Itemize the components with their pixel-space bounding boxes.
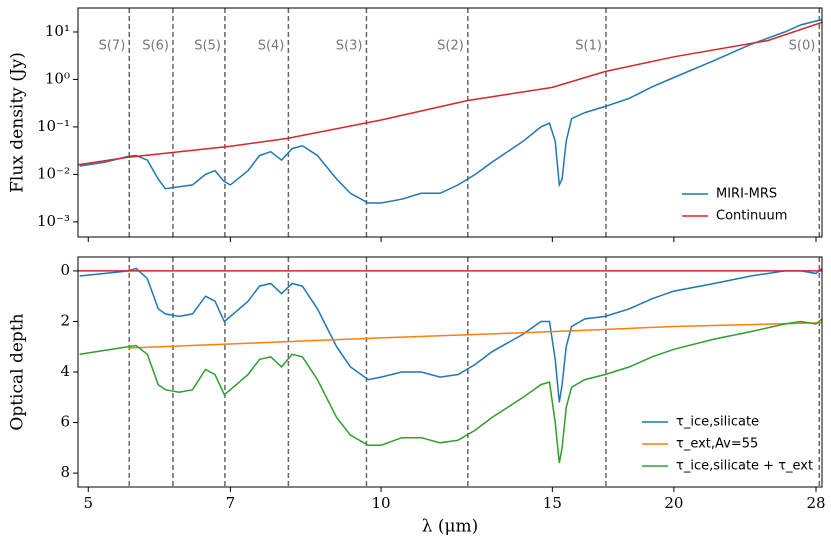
series-line bbox=[79, 19, 822, 204]
series-line bbox=[128, 321, 822, 349]
y-axis-label: Flux density (Jy) bbox=[8, 52, 28, 193]
transition-label: S(4) bbox=[258, 39, 285, 54]
y-tick-label: 4 bbox=[60, 362, 70, 380]
plot-area bbox=[78, 19, 822, 204]
plot-area bbox=[78, 267, 822, 464]
legend-label: MIRI-MRS bbox=[716, 187, 777, 202]
y-tick-label: 10⁻³ bbox=[37, 212, 70, 230]
transition-label: S(0) bbox=[789, 39, 816, 54]
y-tick-label: 10¹ bbox=[45, 22, 70, 40]
series-line bbox=[79, 267, 822, 403]
transition-label: S(3) bbox=[336, 39, 363, 54]
y-tick-label: 6 bbox=[60, 413, 70, 431]
x-tick-label: 28 bbox=[806, 494, 825, 512]
legend-label: Continuum bbox=[716, 209, 787, 224]
y-tick-label: 8 bbox=[60, 463, 70, 481]
transition-label: S(7) bbox=[99, 39, 126, 54]
legend-label: τ_ice,silicate bbox=[676, 415, 759, 430]
y-tick-label: 0 bbox=[60, 261, 70, 279]
transition-label: S(1) bbox=[575, 39, 602, 54]
x-axis-label: λ (μm) bbox=[422, 517, 479, 537]
transition-label: S(2) bbox=[437, 39, 464, 54]
y-tick-label: 10⁻² bbox=[37, 164, 70, 182]
y-axis-label: Optical depth bbox=[8, 313, 28, 430]
x-tick-label: 20 bbox=[664, 494, 683, 512]
axes-frame bbox=[77, 7, 823, 238]
series-line bbox=[79, 318, 822, 464]
x-tick-label: 15 bbox=[543, 494, 562, 512]
axes-frame bbox=[77, 256, 823, 488]
x-tick-label: 5 bbox=[83, 494, 93, 512]
x-tick-label: 7 bbox=[226, 494, 236, 512]
legend-label: τ_ice,silicate + τ_ext bbox=[676, 459, 813, 474]
legend-label: τ_ext,Av=55 bbox=[676, 437, 758, 452]
x-tick-label: 10 bbox=[372, 494, 391, 512]
transition-label: S(6) bbox=[142, 39, 169, 54]
transition-label: S(5) bbox=[194, 39, 221, 54]
y-tick-label: 10⁰ bbox=[45, 69, 70, 87]
y-tick-label: 10⁻¹ bbox=[37, 117, 70, 135]
series-line bbox=[78, 21, 822, 166]
y-tick-label: 2 bbox=[60, 311, 70, 329]
